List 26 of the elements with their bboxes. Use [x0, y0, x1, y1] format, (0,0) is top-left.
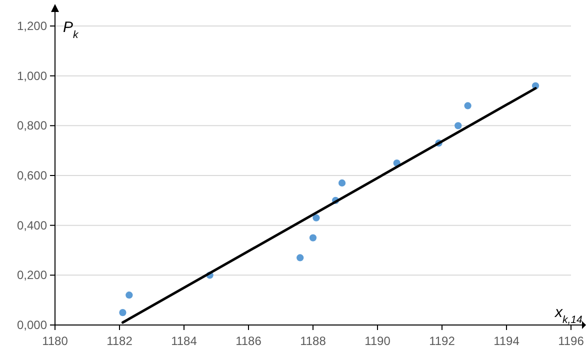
y-tick-label: 0,800 — [16, 118, 48, 133]
x-tick-label: 1186 — [236, 334, 262, 348]
point — [126, 292, 133, 299]
point — [309, 234, 317, 242]
point — [338, 179, 346, 187]
y-axis-title: P$_{k}$ — [63, 19, 80, 41]
point — [312, 214, 320, 222]
y-tick-label: 1,200 — [16, 19, 48, 33]
point — [296, 254, 304, 262]
point — [119, 308, 126, 316]
x-tick-label: 1196 — [558, 334, 584, 348]
point — [464, 102, 472, 110]
x-tick-label: 1194 — [494, 334, 520, 348]
point — [454, 122, 462, 130]
x-tick-label: 1188 — [300, 334, 326, 348]
y-tick-label: 0,600 — [16, 168, 48, 182]
x-tick-label: 1182 — [106, 334, 133, 348]
x-axis-title: x$_{k,14}$ — [554, 304, 583, 326]
y-tick-label: 0,200 — [16, 268, 48, 282]
x-tick-label: 1190 — [364, 334, 391, 348]
x-tick-label: 1180 — [42, 334, 68, 348]
y-tick-label: 1,000 — [16, 68, 48, 83]
y-tick-label: 0,400 — [16, 218, 48, 232]
x-tick-label: 1192 — [429, 334, 456, 348]
x-tick-label: 1184 — [171, 334, 198, 348]
y-tick-label: 0,000 — [16, 318, 48, 332]
